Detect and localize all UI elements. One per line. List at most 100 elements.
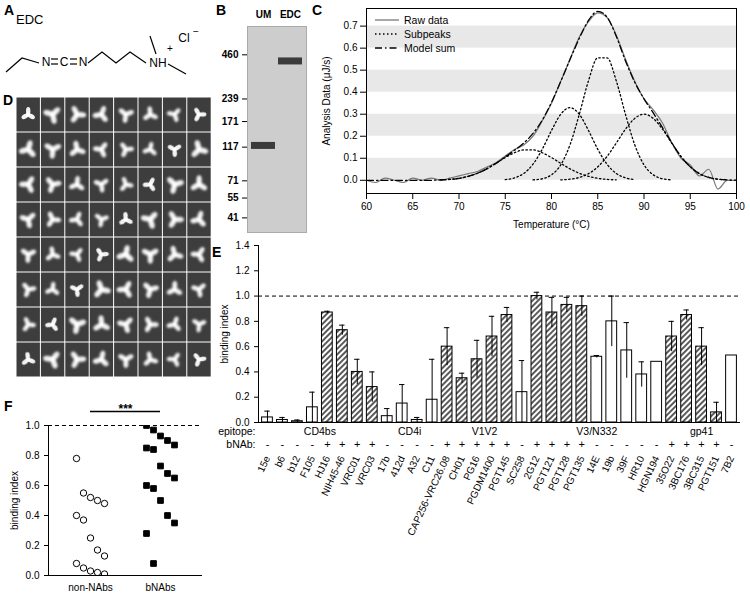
svg-text:Cl: Cl [178,31,189,45]
svg-text:0.5: 0.5 [344,64,358,75]
svg-text:0.4: 0.4 [26,510,40,521]
svg-text:0.7: 0.7 [344,20,358,31]
svg-text:100: 100 [728,201,745,212]
svg-text:UM: UM [256,9,272,20]
svg-text:-: - [730,438,734,450]
svg-text:+: + [459,438,465,450]
svg-text:PGT135: PGT135 [561,454,587,493]
svg-text:+: + [489,438,495,450]
svg-text:75: 75 [500,201,512,212]
svg-text:460: 460 [222,49,239,60]
svg-text:binding index: binding index [219,305,230,364]
svg-text:V1V2: V1V2 [472,425,498,437]
svg-text:+: + [369,438,375,450]
svg-text:epitope:: epitope: [218,425,255,437]
svg-text:-: - [610,438,614,450]
svg-text:bNAb:: bNAb: [226,438,255,450]
svg-text:+: + [474,438,480,450]
svg-text:+: + [534,438,540,450]
svg-text:0.2: 0.2 [236,391,250,402]
svg-text:A32: A32 [404,454,422,475]
svg-text:19b: 19b [599,454,616,474]
svg-text:1.0: 1.0 [236,290,250,301]
svg-text:239: 239 [222,93,239,104]
svg-text:1.0: 1.0 [26,420,40,431]
svg-text:−: − [193,26,199,37]
svg-text:15e: 15e [255,454,272,474]
svg-text:-: - [655,438,659,450]
svg-text:171: 171 [222,116,239,127]
svg-text:PGT151: PGT151 [696,454,722,493]
svg-text:412d: 412d [388,454,407,479]
svg-text:71: 71 [227,175,239,186]
svg-text:VRC03: VRC03 [353,454,377,488]
svg-text:EDC: EDC [280,9,301,20]
svg-text:7B2: 7B2 [719,454,737,475]
svg-text:0.1: 0.1 [344,152,358,163]
svg-text:***: *** [118,402,132,416]
svg-text:non-NAbs: non-NAbs [68,582,112,593]
svg-text:CD4i: CD4i [398,425,421,437]
svg-text:+: + [564,438,570,450]
svg-text:-: - [400,438,404,450]
svg-text:Temperature (°C): Temperature (°C) [513,219,590,230]
svg-text:+: + [504,438,510,450]
svg-text:CD4bs: CD4bs [304,425,336,437]
svg-text:+: + [549,438,555,450]
svg-text:-: - [385,438,389,450]
svg-text:+: + [444,438,450,450]
svg-text:C: C [60,55,69,69]
svg-text:0.3: 0.3 [344,108,358,119]
svg-text:binding index: binding index [9,471,20,530]
svg-text:0.4: 0.4 [344,86,358,97]
svg-text:N: N [79,55,88,69]
svg-text:EDC: EDC [16,12,43,27]
svg-text:95: 95 [685,201,697,212]
svg-text:70: 70 [453,201,465,212]
svg-text:117: 117 [222,141,239,152]
svg-text:+: + [579,438,585,450]
svg-text:80: 80 [546,201,558,212]
svg-text:-: - [520,438,524,450]
svg-text:1.4: 1.4 [236,240,250,251]
svg-text:0.6: 0.6 [236,341,250,352]
svg-text:-: - [311,438,315,450]
svg-text:CAP256-VRC26.08: CAP256-VRC26.08 [405,454,452,538]
svg-text:55: 55 [227,192,239,203]
svg-text:90: 90 [638,201,650,212]
svg-text:+: + [324,438,330,450]
svg-text:65: 65 [407,201,419,212]
svg-text:+: + [339,438,345,450]
svg-text:0.8: 0.8 [236,316,250,327]
svg-text:-: - [640,438,644,450]
svg-text:1.2: 1.2 [236,265,250,276]
svg-text:0.2: 0.2 [26,540,40,551]
svg-text:-: - [625,438,629,450]
svg-text:+: + [698,438,704,450]
svg-text:-: - [415,438,419,450]
svg-text:-: - [430,438,434,450]
svg-text:NH: NH [149,56,166,70]
svg-text:0.4: 0.4 [236,366,250,377]
svg-text:0.8: 0.8 [26,450,40,461]
svg-text:N: N [42,55,51,69]
svg-text:0.6: 0.6 [26,480,40,491]
svg-text:+: + [683,438,689,450]
svg-text:+: + [167,43,173,54]
svg-text:0.2: 0.2 [344,130,358,141]
svg-text:V3/N332: V3/N332 [576,425,617,437]
svg-text:85: 85 [592,201,604,212]
svg-text:+: + [713,438,719,450]
svg-text:-: - [296,438,300,450]
svg-text:14E: 14E [584,454,602,475]
svg-text:60: 60 [361,201,373,212]
svg-text:0.0: 0.0 [26,570,40,581]
svg-text:0.6: 0.6 [344,42,358,53]
svg-text:gp41: gp41 [690,425,714,437]
svg-text:+: + [668,438,674,450]
svg-text:Analysis Data (μJ/s): Analysis Data (μJ/s) [321,56,332,145]
svg-text:-: - [281,438,285,450]
svg-text:+: + [354,438,360,450]
svg-text:41: 41 [227,212,239,223]
svg-text:b6: b6 [272,454,287,469]
